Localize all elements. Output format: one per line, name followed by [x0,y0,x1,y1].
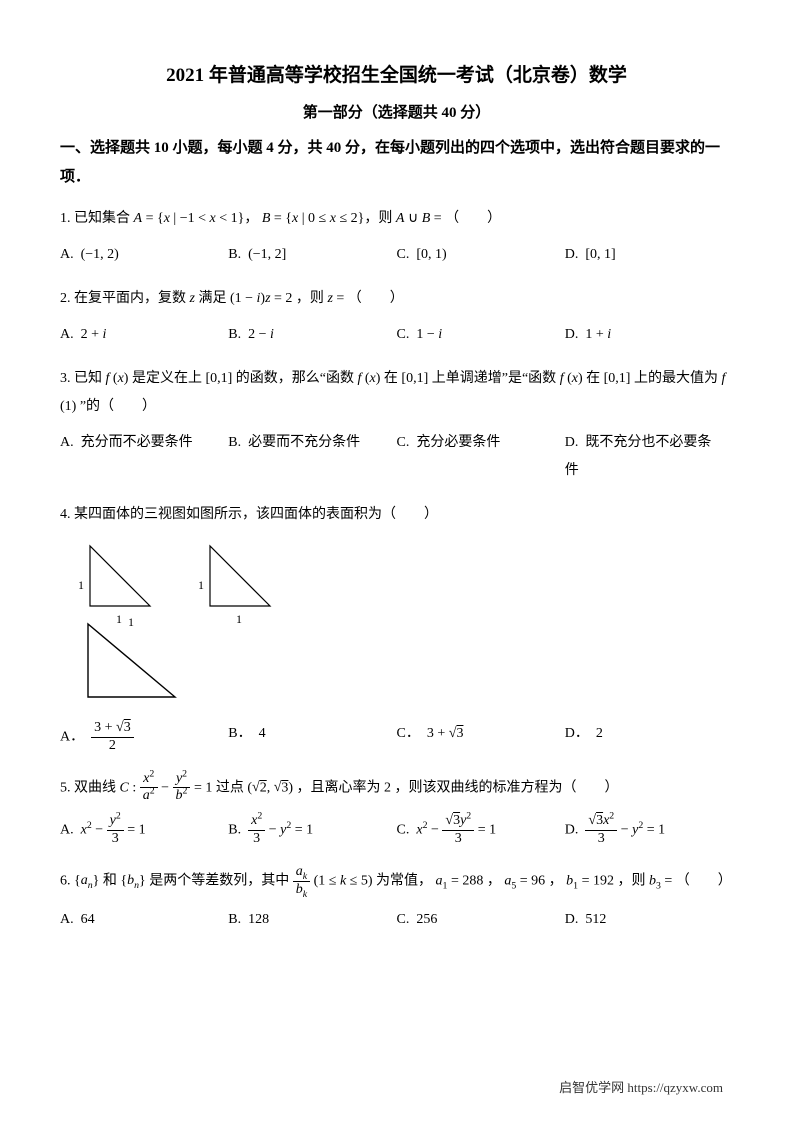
page-title: 2021 年普通高等学校招生全国统一考试（北京卷）数学 [60,60,733,87]
triangle-view-1: 1 1 [80,541,160,616]
options-row: A. (−1, 2) B. (−1, 2] C. [0, 1) D. [0, 1… [60,241,733,269]
option-b: B. x23 − y2 = 1 [228,813,396,848]
option-b: B. 必要而不充分条件 [228,429,396,485]
q-num: 2. [60,291,71,306]
options-row: A. x2 − y23 = 1 B. x23 − y2 = 1 C. x2 − … [60,813,733,848]
option-c: C. 1 − i [397,321,565,349]
option-a: A. 充分而不必要条件 [60,429,228,485]
question-5: 5. 双曲线 C : x2a2 − y2b2 = 1 过点 (2, 3) ，且离… [60,771,733,848]
options-row: A. 2 + i B. 2 − i C. 1 − i D. 1 + i [60,321,733,349]
triangle-view-2: 1 1 [200,541,280,616]
option-a: A. x2 − y23 = 1 [60,813,228,848]
question-2-text: 2. 在复平面内，复数 z 满足 (1 − i)z = 2 ，则 z = （ ） [60,285,733,313]
label-1: 1 [78,573,84,597]
option-a: A. 2 + i [60,321,228,349]
q-text: 某四面体的三视图如图所示，该四面体的表面积为（ ） [74,507,438,522]
question-6-text: 6. {an} 和 {bn} 是两个等差数列，其中 akbk (1 ≤ k ≤ … [60,864,733,899]
option-c: C. 充分必要条件 [397,429,565,485]
option-b: B． 4 [228,720,396,755]
math-expr: B [262,211,271,226]
option-d: D. [0, 1] [565,241,733,269]
option-c: C. x2 − 3y23 = 1 [397,813,565,848]
question-4: 4. 某四面体的三视图如图所示，该四面体的表面积为（ ） 1 1 1 1 1 A… [60,501,733,755]
label-1: 1 [128,610,134,634]
q-num: 4. [60,507,71,522]
option-d: D. 512 [565,906,733,934]
question-6: 6. {an} 和 {bn} 是两个等差数列，其中 akbk (1 ≤ k ≤ … [60,864,733,935]
sep: ， [244,211,258,226]
option-a: A． 3 + 32 [60,720,228,755]
option-c: C. 256 [397,906,565,934]
question-3-text: 3. 已知 f (x) 是定义在上 [0,1] 的函数，那么“函数 f (x) … [60,365,733,421]
options-row: A. 64 B. 128 C. 256 D. 512 [60,906,733,934]
question-2: 2. 在复平面内，复数 z 满足 (1 − i)z = 2 ，则 z = （ ）… [60,285,733,349]
section-instruction: 一、选择题共 10 小题，每小题 4 分，共 40 分，在每小题列出的四个选项中… [60,134,733,191]
triangle-view-3: 1 [80,622,733,704]
question-3: 3. 已知 f (x) 是定义在上 [0,1] 的函数，那么“函数 f (x) … [60,365,733,485]
option-d: D. 既不充分也不必要条件 [565,429,733,485]
option-d: D. 3x23 − y2 = 1 [565,813,733,848]
q-num: 5. [60,780,71,795]
q-text: 已知集合 [74,211,134,226]
question-1-text: 1. 已知集合 A = {x | −1 < x < 1}， B = {x | 0… [60,205,733,233]
q-num: 1. [60,211,71,226]
option-d: D. 1 + i [565,321,733,349]
question-5-text: 5. 双曲线 C : x2a2 − y2b2 = 1 过点 (2, 3) ，且离… [60,771,733,806]
option-c: C. [0, 1) [397,241,565,269]
math-expr: A [134,211,143,226]
label-1: 1 [198,573,204,597]
option-a: A. 64 [60,906,228,934]
option-c: C． 3 + 3 [397,720,565,755]
option-b: B. (−1, 2] [228,241,396,269]
footer-source: 启智优学网 https://qzyxw.com [559,1077,723,1096]
option-b: B. 128 [228,906,396,934]
q-num: 6. [60,873,71,888]
option-d: D． 2 [565,720,733,755]
q-num: 3. [60,371,71,386]
question-1: 1. 已知集合 A = {x | −1 < x < 1}， B = {x | 0… [60,205,733,269]
options-row: A. 充分而不必要条件 B. 必要而不充分条件 C. 充分必要条件 D. 既不充… [60,429,733,485]
three-view-diagram: 1 1 1 1 1 [80,541,733,704]
question-4-text: 4. 某四面体的三视图如图所示，该四面体的表面积为（ ） [60,501,733,529]
option-a: A. (−1, 2) [60,241,228,269]
page-subtitle: 第一部分（选择题共 40 分） [60,101,733,122]
option-b: B. 2 − i [228,321,396,349]
options-row: A． 3 + 32 B． 4 C． 3 + 3 D． 2 [60,720,733,755]
